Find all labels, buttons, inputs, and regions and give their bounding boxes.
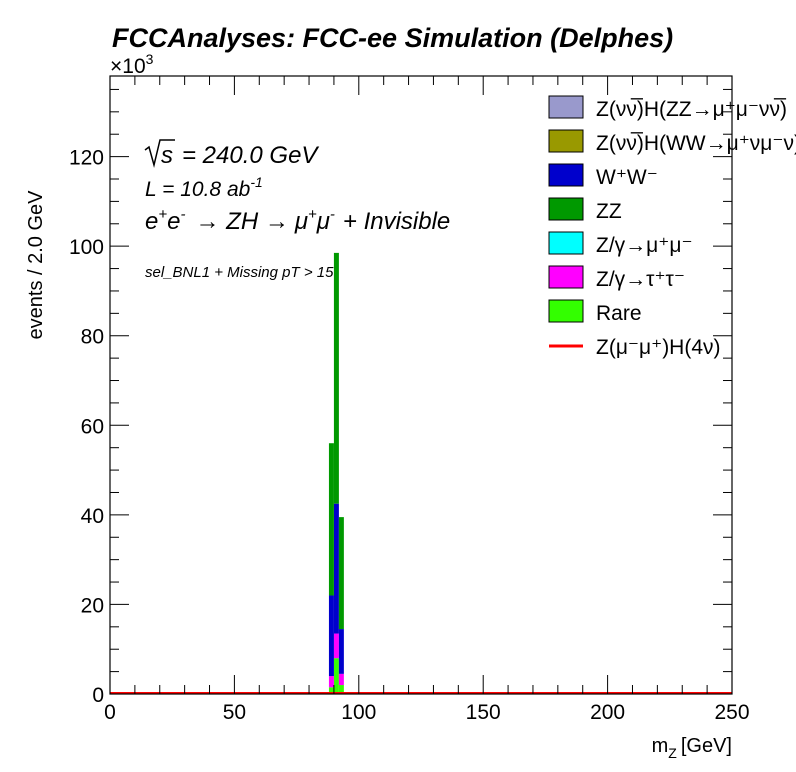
legend-label: Z/γ→τ⁺τ⁻ <box>596 268 685 291</box>
y-tick-label: 80 <box>81 326 104 349</box>
proc-zh: → ZH → <box>195 208 288 235</box>
legend-swatch <box>548 299 584 323</box>
annotation-sqrt-s: s = 240.0 GeV <box>144 139 319 169</box>
legend-label: Z(μ⁻μ⁺)H(4ν) <box>596 336 721 359</box>
y-multiplier-base: ×10 <box>110 55 146 78</box>
x-tick-label: 150 <box>466 701 501 724</box>
proc-tail: + Invisible <box>343 208 450 235</box>
axis-ticks <box>109 76 733 695</box>
proc-eminus: - <box>180 206 185 223</box>
lumi-prefix: L = 10.8 ab <box>145 178 251 201</box>
x-tick-label: 250 <box>714 701 749 724</box>
y-tick-label: 20 <box>81 594 104 617</box>
y-tick-label: 40 <box>81 505 104 528</box>
x-axis-label: mZ [GeV] <box>652 735 732 761</box>
legend-label: W⁺W⁻ <box>596 166 658 189</box>
proc-mu: μ <box>294 208 308 235</box>
y-tick-label: 100 <box>69 236 104 259</box>
legend-swatch <box>548 95 584 119</box>
lumi-exp: -1 <box>250 174 262 190</box>
legend-swatch <box>548 163 584 187</box>
y-tick-label: 0 <box>92 684 104 707</box>
y-tick-label: 120 <box>69 147 104 170</box>
bar-series-3-bin-3 <box>338 629 344 674</box>
y-tick-label: 60 <box>81 415 104 438</box>
bar-series-3-bin-2 <box>333 503 339 634</box>
y-multiplier: ×103 <box>110 51 154 78</box>
bar-series-1-bin-3 <box>338 673 344 686</box>
bar-series-3-bin-1 <box>328 595 334 677</box>
x-tick-label: 200 <box>590 701 625 724</box>
proc-eplus: + <box>158 206 167 223</box>
legend-label: Z/γ→μ⁺μ⁻ <box>596 234 693 257</box>
y-multiplier-exp: 3 <box>146 51 154 67</box>
proc-e2: e <box>167 208 180 235</box>
proc-mu2: μ <box>316 208 330 235</box>
x-tick-label: 0 <box>104 701 116 724</box>
sqrt-s-var: s <box>161 142 173 169</box>
x-tick-label: 50 <box>223 701 246 724</box>
legend-swatch <box>548 129 584 153</box>
legend-label: ZZ <box>596 200 622 223</box>
x-axis-label-unit: [GeV] <box>681 735 732 757</box>
histogram-bars <box>328 252 344 694</box>
bar-series-4-bin-2 <box>333 252 339 504</box>
bar-series-0-bin-3 <box>338 685 344 694</box>
plot-frame <box>109 75 733 695</box>
proc-e: e <box>145 208 158 235</box>
sqrt-symbol <box>144 139 175 168</box>
proc-muplus: + <box>308 206 317 223</box>
bar-series-4-bin-1 <box>328 443 334 596</box>
bar-series-1-bin-1 <box>328 676 334 688</box>
x-axis-label-sub: Z <box>668 745 677 761</box>
proc-muminus: - <box>330 206 335 223</box>
chart-title: FCCAnalyses: FCC-ee Simulation (Delphes) <box>112 23 673 53</box>
bar-series-0-bin-2 <box>333 658 339 694</box>
legend-label: Z(νν̅)H(ZZ→μ⁺μ⁻νν̅) <box>596 98 787 121</box>
axis-tick-labels: 0 50 100 150 200 250 0 20 40 60 80 100 120 <box>69 147 750 724</box>
annotation-selection: sel_BNL1 + Missing pT > 15 <box>145 264 334 281</box>
legend: Z(νν̅)H(ZZ→μ⁺μ⁻νν̅) Z(νν̅)H(WW→μ⁺νμ⁻ν) W⁺W… <box>548 95 796 359</box>
bar-series-1-bin-2 <box>333 633 339 659</box>
x-axis-label-main: m <box>652 735 669 757</box>
legend-label: Z(νν̅)H(WW→μ⁺νμ⁻ν) <box>596 132 796 155</box>
legend-swatch <box>548 197 584 221</box>
legend-label: Rare <box>596 302 642 325</box>
x-tick-label: 100 <box>341 701 376 724</box>
legend-swatch <box>548 265 584 289</box>
annotation-lumi: L = 10.8 ab-1 <box>145 174 263 201</box>
bar-series-4-bin-3 <box>338 517 344 630</box>
y-axis-label: events / 2.0 GeV <box>25 190 47 340</box>
sqrt-s-value: = 240.0 GeV <box>182 142 319 169</box>
annotation-process: e+e- → ZH → μ+μ- + Invisible <box>145 206 450 235</box>
legend-swatch <box>548 231 584 255</box>
bar-series-0-bin-1 <box>328 687 334 694</box>
